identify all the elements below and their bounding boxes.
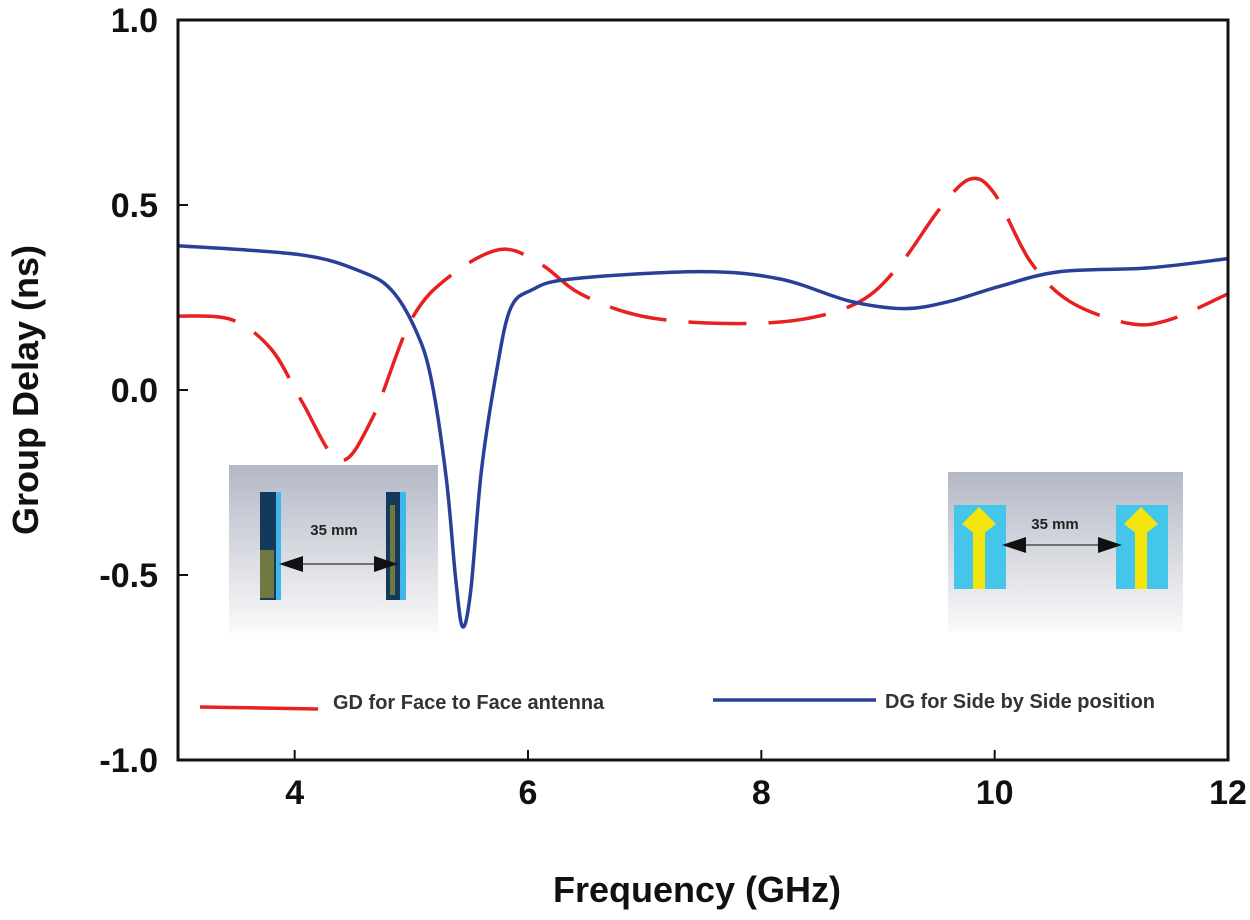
y-axis-label: Group Delay (ns) xyxy=(5,245,46,535)
x-tick-label: 12 xyxy=(1209,774,1247,812)
x-tick-label: 10 xyxy=(976,774,1014,812)
legend-label-face-to-face: GD for Face to Face antenna xyxy=(333,692,605,714)
y-tick-label: -0.5 xyxy=(99,557,158,595)
series-lines xyxy=(177,176,1229,629)
series-line-side-by-side xyxy=(177,243,1229,629)
y-tick-label: 0.5 xyxy=(111,187,158,225)
x-axis-label: Frequency (GHz) xyxy=(553,869,841,910)
legend-swatch-face-to-face xyxy=(199,705,319,711)
y-tick-label: 0.0 xyxy=(111,372,158,410)
legend-label-side-by-side: DG for Side by Side position xyxy=(885,691,1155,713)
y-tick-label: 1.0 xyxy=(111,2,158,40)
x-tick-label: 4 xyxy=(285,774,304,812)
distance-label: 35 mm xyxy=(1031,516,1079,533)
legend: GD for Face to Face antenna DG for Side … xyxy=(199,691,1155,714)
plot-frame xyxy=(176,18,1230,762)
axis-ticks: 4 6 8 10 12 1.0 0.5 0.0 -0.5 -1.0 xyxy=(99,2,1247,812)
series-line-face-to-face xyxy=(177,176,1229,463)
y-tick-label: -1.0 xyxy=(99,742,158,780)
x-tick-label: 6 xyxy=(519,774,538,812)
x-tick-label: 8 xyxy=(752,774,771,812)
distance-label: 35 mm xyxy=(310,522,358,539)
inset-face-to-face: 35 mm xyxy=(229,465,438,633)
inset-side-by-side: 35 mm xyxy=(948,472,1183,632)
